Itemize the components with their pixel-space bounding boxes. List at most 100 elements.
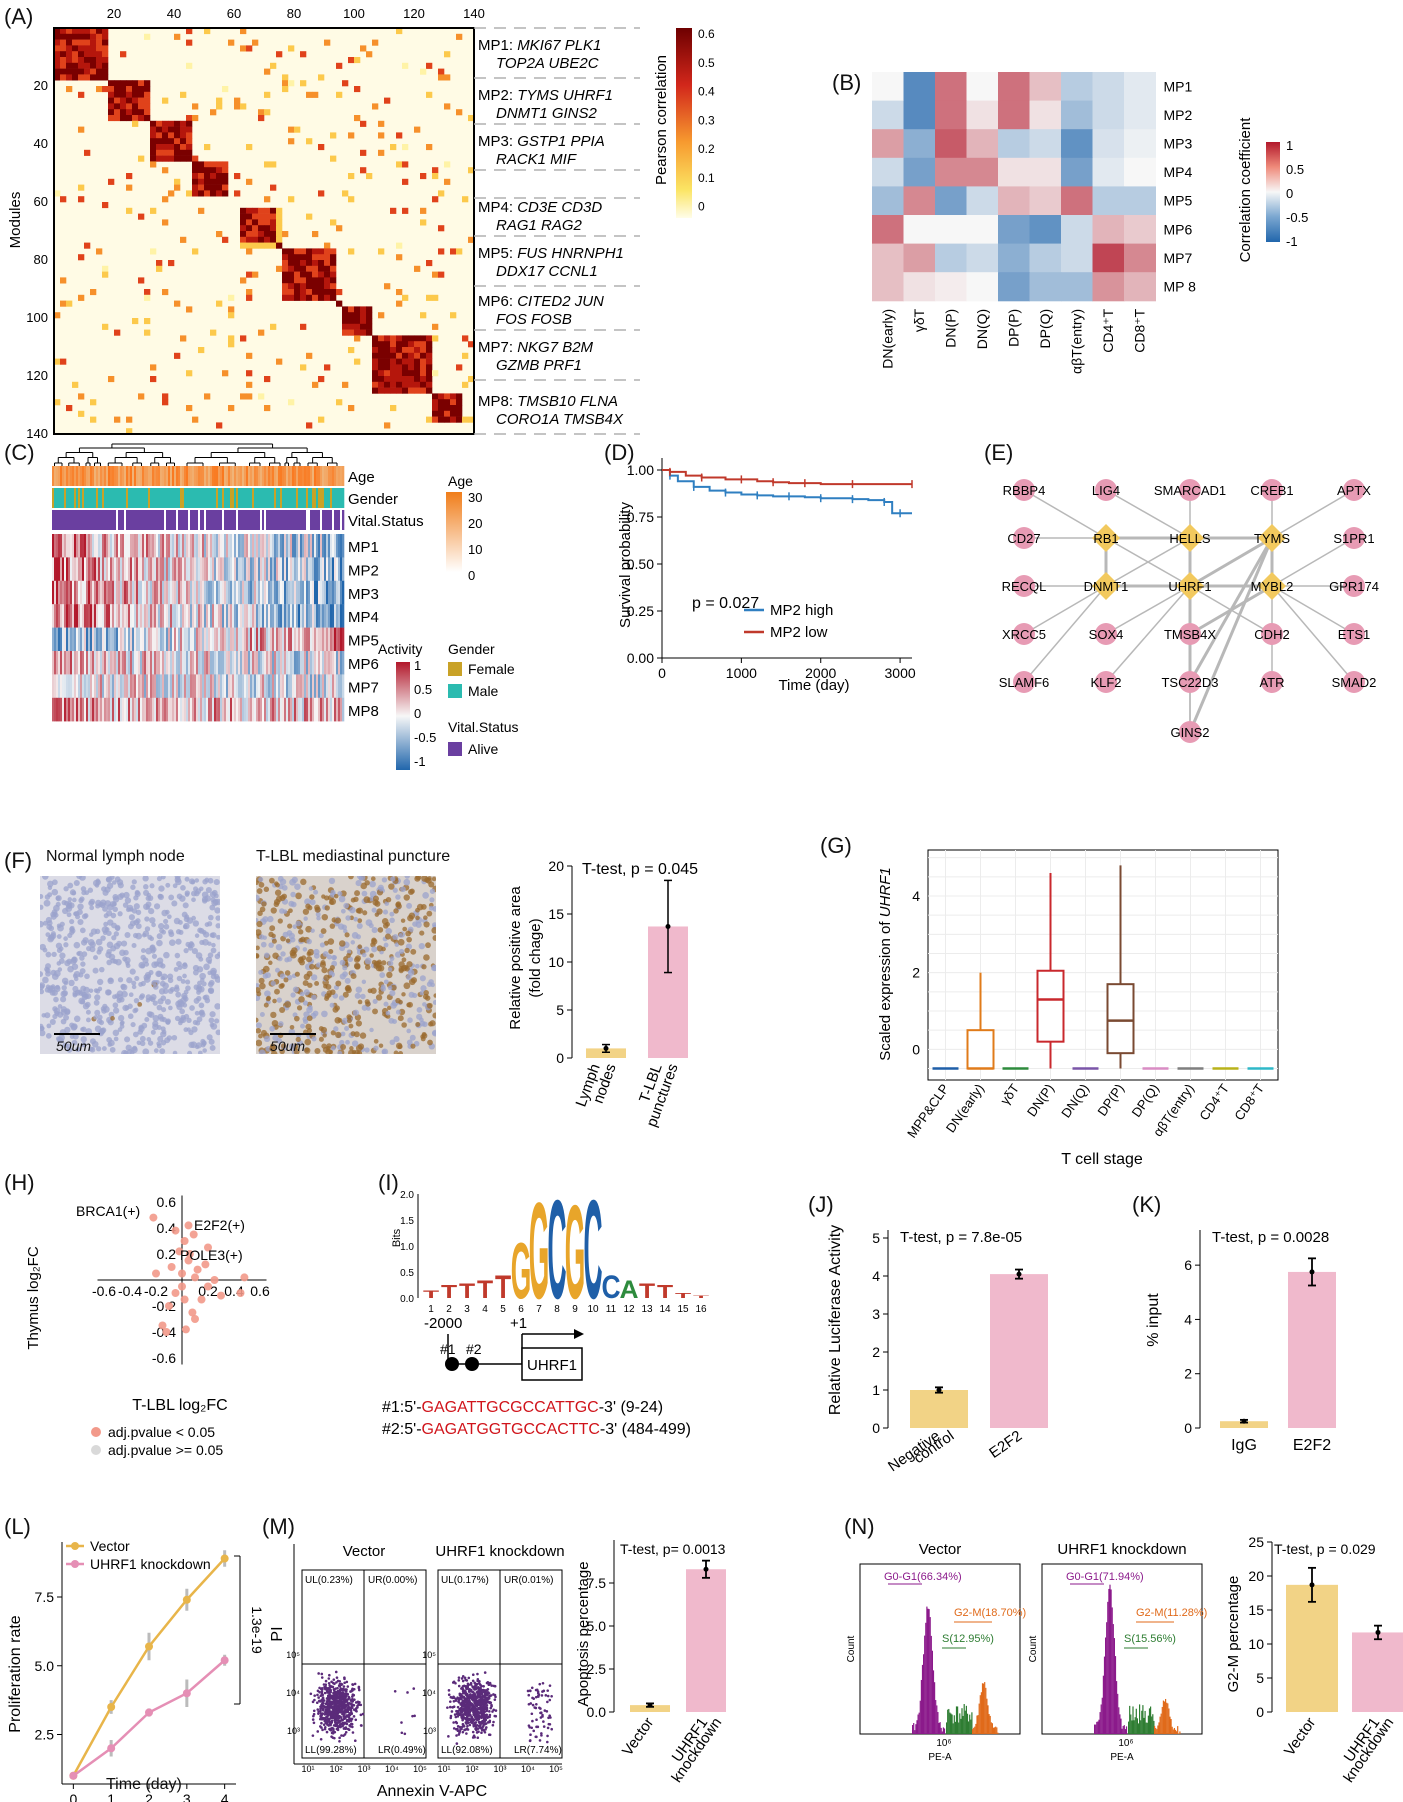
proliferation-lines <box>69 1550 229 1780</box>
left-tick: 140 <box>26 426 48 440</box>
heat-cell <box>216 178 223 185</box>
activity-cell <box>276 697 279 722</box>
heat-cell <box>378 352 385 359</box>
heat-cell <box>90 68 97 75</box>
network-node-label: APTX <box>1337 483 1371 498</box>
activity-cell <box>60 534 63 558</box>
activity-cell <box>230 604 233 628</box>
age-legend-title: Age <box>448 473 473 489</box>
network-node: RB1 <box>1092 524 1120 552</box>
heat-cell <box>60 33 67 40</box>
vital-cell <box>90 510 93 530</box>
gender-cell <box>228 488 231 508</box>
motif-position: 3 <box>464 1304 470 1315</box>
heat-cell <box>204 178 211 185</box>
activity-cell <box>176 651 179 675</box>
row-label: MP6 <box>1164 221 1193 237</box>
heat-cell <box>426 358 433 365</box>
age-cell <box>106 466 109 486</box>
activity-cell <box>242 534 245 558</box>
activity-cell <box>80 697 83 722</box>
vital-cell <box>326 510 329 530</box>
activity-tick: -1 <box>414 754 426 769</box>
age-cell <box>102 466 105 486</box>
activity-cell <box>54 534 57 558</box>
activity-cell <box>52 534 55 558</box>
activity-cell <box>112 651 115 675</box>
heat-cell <box>396 335 403 342</box>
flow-x-tick: 10² <box>465 1764 478 1774</box>
activity-cell <box>244 557 247 581</box>
activity-cell <box>166 604 169 628</box>
heat-cell <box>456 416 463 423</box>
activity-cell <box>262 604 265 628</box>
network-node-label: ATR <box>1259 675 1284 690</box>
heat-cell <box>150 138 157 145</box>
activity-row-label: MP6 <box>348 656 379 673</box>
flow-ylabel-pi: PI <box>269 1626 286 1641</box>
activity-cell <box>164 697 167 722</box>
activity-cell <box>222 557 225 581</box>
activity-cell <box>256 534 259 558</box>
activity-cell <box>214 651 217 675</box>
activity-cell <box>266 697 269 722</box>
activity-cell <box>294 651 297 675</box>
activity-cell <box>254 674 257 698</box>
activity-cell <box>136 557 139 581</box>
activity-cell <box>116 651 119 675</box>
activity-cell <box>228 534 231 558</box>
gender-cell <box>84 488 87 508</box>
activity-cell <box>296 604 299 628</box>
heat-cell <box>324 265 331 272</box>
gender-cell <box>164 488 167 508</box>
flow-x-tick: 10⁵ <box>549 1764 563 1774</box>
activity-cell <box>198 674 201 698</box>
heat-cell <box>408 341 415 348</box>
vital-cell <box>152 510 155 530</box>
activity-cell <box>342 557 345 581</box>
heat-cell <box>162 97 169 104</box>
heat-cell <box>72 74 79 81</box>
activity-cell <box>68 557 71 581</box>
activity-cell <box>204 557 207 581</box>
col-label: αβT(entry) <box>1069 309 1085 374</box>
heat-cell <box>90 289 97 296</box>
network-edge <box>1188 537 1274 733</box>
activity-cell <box>200 697 203 722</box>
gender-cell <box>62 488 65 508</box>
activity-cell <box>140 697 143 722</box>
activity-cell <box>308 580 311 605</box>
activity-cell <box>290 580 293 605</box>
apoptosis-test: T-test, p= 0.0013 <box>620 1541 726 1557</box>
activity-cell <box>178 651 181 675</box>
activity-cell <box>80 534 83 558</box>
heat-cell <box>246 45 253 52</box>
gender-cell <box>268 488 271 508</box>
correlation-cells <box>54 28 475 435</box>
activity-cell <box>126 580 129 605</box>
activity-cell <box>192 627 195 652</box>
vital-cell <box>312 510 315 530</box>
activity-cell <box>340 580 343 605</box>
network-node-label: CREB1 <box>1250 483 1293 498</box>
corr-cell <box>1029 72 1062 102</box>
heat-cell <box>120 109 127 116</box>
activity-cell <box>332 534 335 558</box>
heat-cell <box>180 138 187 145</box>
vital-cell <box>184 510 187 530</box>
scatter-y-tick: -0.6 <box>152 1350 176 1366</box>
corr-cell <box>1124 215 1156 245</box>
survival-curves <box>662 467 913 518</box>
activity-cell <box>112 697 115 722</box>
age-cell <box>148 466 151 486</box>
flow-y-tick: 10⁵ <box>422 1650 436 1660</box>
box <box>1036 873 1065 1069</box>
heat-cell <box>156 149 163 156</box>
vital-cell <box>118 510 121 530</box>
activity-cell <box>198 651 201 675</box>
heat-cell <box>150 155 157 162</box>
quadrant-lr: LR(0.49%) <box>378 1745 426 1756</box>
heat-cell <box>132 109 139 116</box>
network-node-label: HELLS <box>1169 531 1211 546</box>
scatter-legend-label: adj.pvalue < 0.05 <box>108 1424 215 1440</box>
